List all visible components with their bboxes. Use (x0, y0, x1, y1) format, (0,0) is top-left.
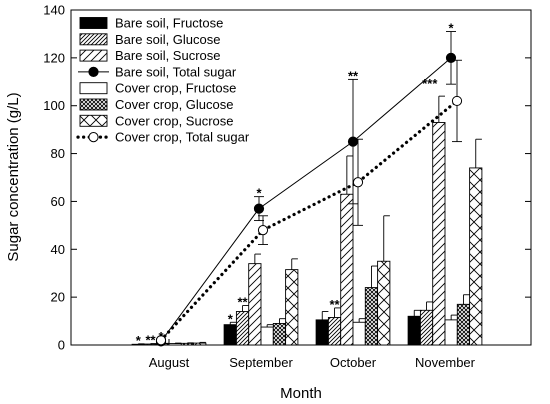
plot-frame (70, 9, 532, 346)
y-tick-label: 60 (51, 194, 65, 209)
bar (168, 343, 182, 346)
significance-labels: * ** ************* (136, 21, 455, 348)
significance-label: * (228, 311, 234, 326)
legend-swatch (79, 114, 108, 127)
line-marker (445, 52, 457, 63)
bar (180, 342, 195, 346)
x-axis-label: Month (280, 385, 322, 402)
y-axis-label: Sugar concentration (g/L) (5, 92, 22, 261)
x-tick-label: November (415, 355, 476, 370)
plot-area: 0 20 40 60 80 100 120 140 August September Octobe… (43, 3, 532, 370)
bar (364, 287, 379, 346)
bar (432, 122, 446, 346)
legend-swatch (79, 82, 108, 95)
legend-label: Bare soil, Fructose (115, 16, 223, 31)
legend-label: Cover crop, Fructose (115, 81, 236, 96)
legend-marker (88, 66, 99, 78)
legend-label: Bare soil, Sucrose (115, 48, 221, 63)
bar (248, 263, 262, 346)
bar (193, 342, 207, 346)
line-cover-crop-total (159, 99, 459, 342)
y-tick-label: 100 (43, 98, 65, 113)
significance-label: ** (329, 297, 340, 312)
line-marker (352, 177, 364, 188)
significance-label: * (448, 21, 454, 36)
legend-swatch (79, 17, 108, 29)
significance-label: ** (145, 333, 156, 348)
line-marker (451, 95, 463, 107)
y-tick-label: 0 (58, 338, 65, 353)
bar (315, 319, 329, 346)
legend-label: Bare soil, Total sugar (115, 64, 237, 79)
legend-label: Cover crop, Total sugar (115, 130, 250, 145)
y-tick-label: 140 (43, 3, 65, 18)
significance-label: *** (422, 76, 438, 91)
bar (419, 309, 434, 346)
y-tick-label: 20 (51, 290, 65, 305)
legend-label: Cover crop, Glucose (115, 97, 234, 112)
y-tick-label: 120 (43, 50, 65, 65)
bar (444, 319, 458, 346)
line-marker (347, 136, 359, 147)
legend-label: Cover crop, Sucrose (115, 113, 234, 128)
legend-swatch (79, 98, 108, 111)
y-tick-label: 80 (51, 146, 65, 161)
bar (340, 193, 354, 346)
bar (352, 321, 366, 346)
bar (456, 303, 471, 346)
bar (407, 315, 421, 346)
significance-label: ** (348, 68, 359, 83)
y-tick-label: 40 (51, 242, 65, 257)
legend-swatch (79, 49, 108, 62)
significance-label: * (158, 329, 164, 344)
line-marker (253, 203, 265, 214)
lines (155, 31, 463, 347)
significance-label: * (256, 186, 262, 201)
bar (223, 324, 237, 346)
significance-label: ** (237, 295, 248, 310)
bar (327, 317, 342, 346)
bar (260, 326, 274, 346)
y-axis-ticks: 0 20 40 60 80 100 120 140 (43, 3, 531, 353)
x-axis-ticks: August September October November (149, 339, 476, 370)
legend-swatch (79, 33, 108, 46)
legend-marker (88, 132, 99, 143)
bar (377, 260, 391, 346)
significance-label: * (136, 333, 142, 348)
bar (285, 269, 299, 346)
bar (235, 311, 250, 346)
line-bare-soil-total (160, 57, 452, 342)
bars (131, 95, 483, 346)
line-marker (155, 335, 167, 346)
x-tick-label: October (330, 355, 377, 370)
x-tick-label: September (229, 355, 293, 370)
bar (469, 167, 483, 346)
line-marker (257, 225, 269, 236)
bar (272, 323, 287, 346)
legend-label: Bare soil, Glucose (115, 32, 221, 47)
x-tick-label: August (149, 355, 190, 370)
